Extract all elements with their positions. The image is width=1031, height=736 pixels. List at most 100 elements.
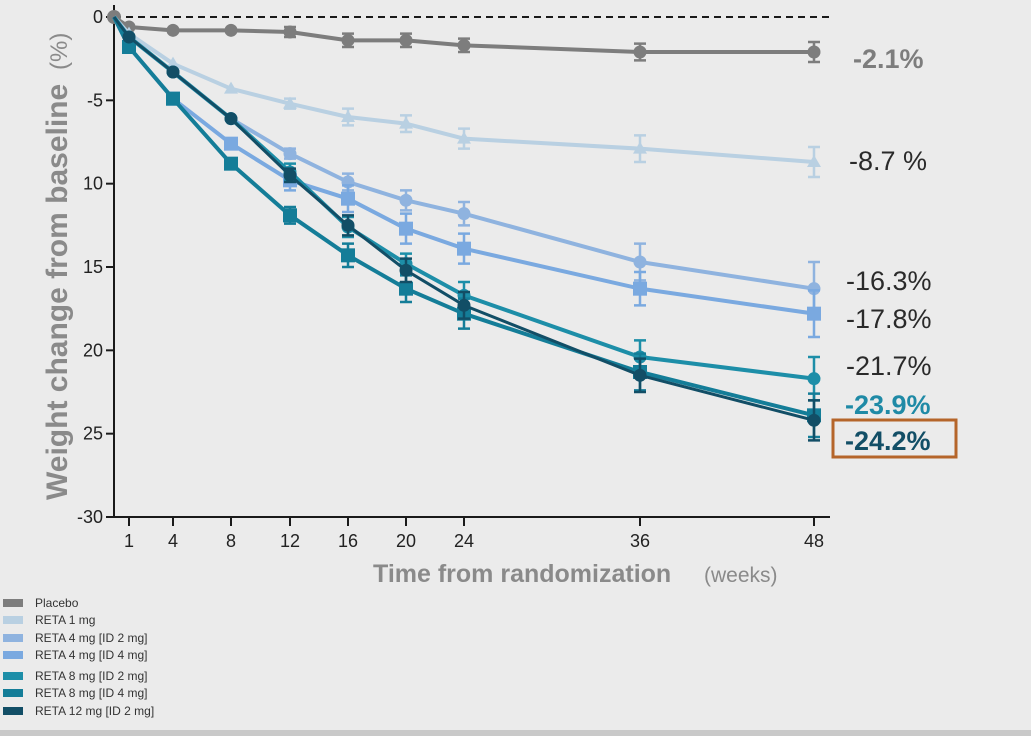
highlight-box: [831, 418, 958, 459]
x-axis-title: Time from randomization (weeks): [373, 560, 778, 588]
x-tick-label: 1: [124, 531, 134, 551]
data-point: [633, 368, 647, 382]
data-point: [341, 33, 355, 47]
legend-swatch: [3, 689, 23, 698]
legend-item: RETA 4 mg [ID 4 mg]: [0, 647, 154, 665]
x-tick-label: 36: [630, 531, 650, 551]
x-tick-label: 20: [396, 531, 416, 551]
series-layer: [107, 10, 821, 442]
end-value-label: -23.9%: [845, 390, 931, 420]
y-tick-label: -5: [87, 90, 103, 110]
legend-label: RETA 8 mg [ID 4 mg]: [35, 686, 148, 701]
data-point: [341, 218, 355, 232]
y-tick-label: 10: [83, 174, 103, 194]
data-point: [283, 208, 297, 223]
y-axis-title: Weight change from baseline (%): [41, 33, 74, 500]
series-reta-4-mg-id-2-mg: [112, 15, 821, 317]
data-point: [166, 23, 180, 37]
data-point: [166, 56, 180, 69]
legend-label: RETA 4 mg [ID 4 mg]: [35, 648, 148, 663]
data-point: [399, 221, 413, 236]
data-point: [399, 33, 413, 47]
legend-swatch: [3, 706, 23, 715]
data-point: [399, 281, 413, 296]
data-point: [807, 282, 821, 296]
legend-swatch: [3, 598, 23, 607]
series-line: [112, 16, 815, 422]
y-axis-title-unit: (%): [46, 33, 73, 70]
data-point: [122, 30, 136, 44]
data-point: [457, 207, 471, 221]
data-point: [283, 25, 297, 39]
data-point: [283, 168, 297, 182]
data-point: [224, 156, 238, 171]
end-value-label: -24.2%: [845, 426, 931, 456]
x-tick-label: 48: [804, 531, 824, 551]
end-value-label: -21.7%: [846, 351, 932, 381]
legend-label: RETA 12 mg [ID 2 mg]: [35, 703, 155, 718]
data-point: [633, 255, 647, 269]
data-point: [166, 65, 180, 79]
data-point: [399, 193, 413, 207]
data-point: [283, 96, 297, 109]
data-point: [807, 413, 821, 427]
series-line: [112, 15, 815, 164]
end-value-label: -2.1%: [853, 44, 924, 74]
legend-item: RETA 8 mg [ID 2 mg]: [0, 667, 154, 685]
legend-item: RETA 8 mg [ID 4 mg]: [0, 685, 154, 703]
data-point: [341, 110, 355, 122]
y-axis-title-main: Weight change from baseline: [41, 84, 74, 500]
data-point: [457, 298, 471, 312]
legend-swatch: [3, 616, 23, 625]
data-point: [341, 191, 355, 206]
data-point: [224, 23, 238, 37]
x-tick-label: 4: [168, 531, 178, 551]
series-reta-4-mg-id-4-mg: [112, 16, 821, 339]
x-tick-label: 12: [280, 531, 300, 551]
series-reta-12-mg-id-2-mg: [112, 16, 821, 442]
y-tick-label: -30: [77, 507, 103, 527]
data-point: [807, 45, 821, 59]
y-ticks: 0 -5 10 15 20 25 -30: [77, 7, 114, 527]
axes: [113, 5, 830, 518]
data-point: [166, 91, 180, 106]
legend-item: RETA 1 mg: [0, 612, 154, 630]
x-tick-label: 16: [338, 531, 358, 551]
data-point: [633, 141, 647, 154]
end-value-label: -16.3%: [846, 266, 932, 296]
series-line: [112, 15, 814, 54]
legend-item: RETA 12 mg [ID 2 mg]: [0, 702, 154, 720]
legend-item: RETA 4 mg [ID 2 mg]: [0, 629, 154, 647]
legend-swatch: [3, 671, 23, 680]
y-tick-label: 0: [93, 7, 103, 27]
data-point: [807, 372, 821, 386]
end-labels: -2.1% -8.7 % -16.3% -17.8% -21.7% -23.9% -24.2…: [845, 44, 932, 456]
legend-label: RETA 4 mg [ID 2 mg]: [35, 630, 148, 645]
end-value-label: -17.8%: [846, 304, 932, 334]
data-point: [283, 147, 297, 161]
data-point: [457, 131, 471, 144]
series-line: [112, 16, 815, 316]
data-point: [633, 281, 647, 296]
y-tick-label: 15: [83, 257, 103, 277]
data-point: [122, 40, 136, 54]
x-axis-title-main: Time from randomization: [373, 560, 671, 588]
legend-label: RETA 8 mg [ID 2 mg]: [35, 668, 148, 683]
legend-label: RETA 1 mg: [35, 613, 96, 628]
series-reta-1-mg: [112, 15, 821, 179]
data-point: [807, 155, 821, 167]
series-line: [112, 16, 815, 418]
legend-swatch: [3, 651, 23, 660]
legend: Placebo RETA 1 mg RETA 4 mg [ID 2 mg] RETA …: [0, 594, 154, 720]
data-point: [633, 45, 647, 59]
legend-item: Placebo: [0, 594, 154, 612]
data-point: [807, 306, 821, 321]
legend-label: Placebo: [35, 595, 79, 610]
end-value-label: -8.7 %: [849, 146, 927, 176]
data-point: [224, 136, 238, 151]
x-axis-title-unit: (weeks): [704, 564, 778, 587]
data-point: [224, 81, 238, 94]
data-point: [457, 241, 471, 256]
y-tick-label: 20: [83, 340, 103, 360]
